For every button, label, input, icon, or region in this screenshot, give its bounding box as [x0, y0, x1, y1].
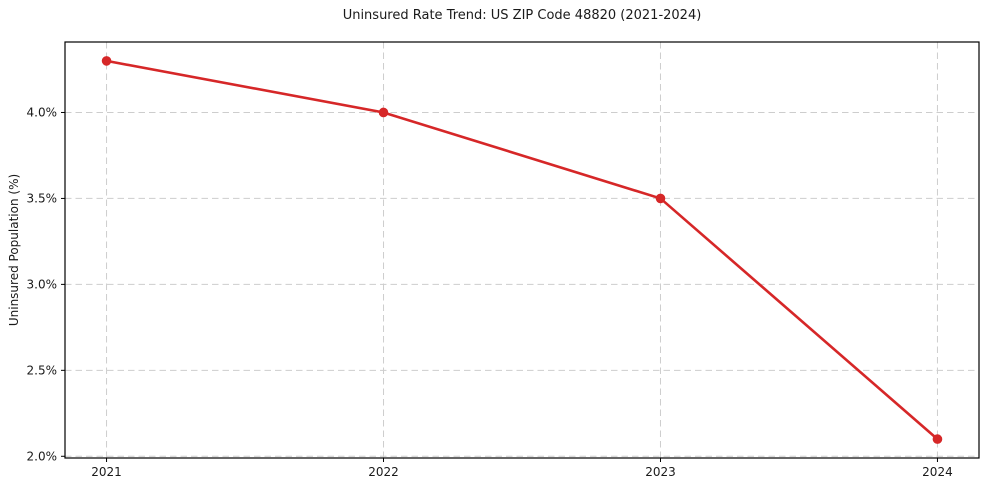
data-point-marker [655, 193, 666, 204]
y-tick-label: 2.5% [27, 363, 58, 377]
x-tick-label: 2024 [922, 465, 953, 479]
y-tick-label: 2.0% [27, 449, 58, 463]
x-tick-label: 2022 [368, 465, 399, 479]
plot-border [64, 41, 980, 459]
y-tick-label: 3.0% [27, 277, 58, 291]
data-point-marker [101, 56, 112, 66]
y-tick-label: 3.5% [27, 191, 58, 205]
trend-line [105, 59, 939, 441]
data-point-marker [932, 434, 943, 444]
x-tick-label: 2023 [645, 465, 676, 479]
x-tick-label: 2021 [91, 465, 122, 479]
data-point-marker [378, 107, 389, 118]
chart-title: Uninsured Rate Trend: US ZIP Code 48820 … [342, 8, 702, 23]
y-tick-label: 4.0% [27, 105, 58, 119]
